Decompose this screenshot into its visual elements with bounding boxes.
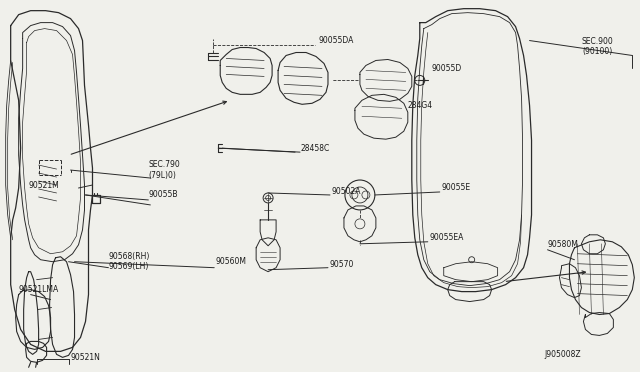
Text: 90568(RH)
90569(LH): 90568(RH) 90569(LH) <box>108 252 150 272</box>
Text: 90055EA: 90055EA <box>430 233 464 242</box>
Text: SEC.900
(90100): SEC.900 (90100) <box>582 37 613 56</box>
Text: 284G4: 284G4 <box>408 101 433 110</box>
Text: 90570: 90570 <box>330 260 355 269</box>
Text: 90055D: 90055D <box>432 64 462 73</box>
Text: 90055E: 90055E <box>442 183 471 192</box>
Text: 28458C: 28458C <box>300 144 330 153</box>
Text: SEC.790
(79L)0): SEC.790 (79L)0) <box>148 160 180 180</box>
Text: 90502A: 90502A <box>332 187 362 196</box>
Text: 90521LMA: 90521LMA <box>19 285 59 294</box>
Text: 90521M: 90521M <box>29 180 60 189</box>
Text: J905008Z: J905008Z <box>545 350 581 359</box>
Text: 90055DA: 90055DA <box>318 36 353 45</box>
Text: 90560M: 90560M <box>215 257 246 266</box>
Text: 90055B: 90055B <box>148 190 178 199</box>
Text: 90580M: 90580M <box>547 240 579 249</box>
Text: 90521N: 90521N <box>70 353 100 362</box>
